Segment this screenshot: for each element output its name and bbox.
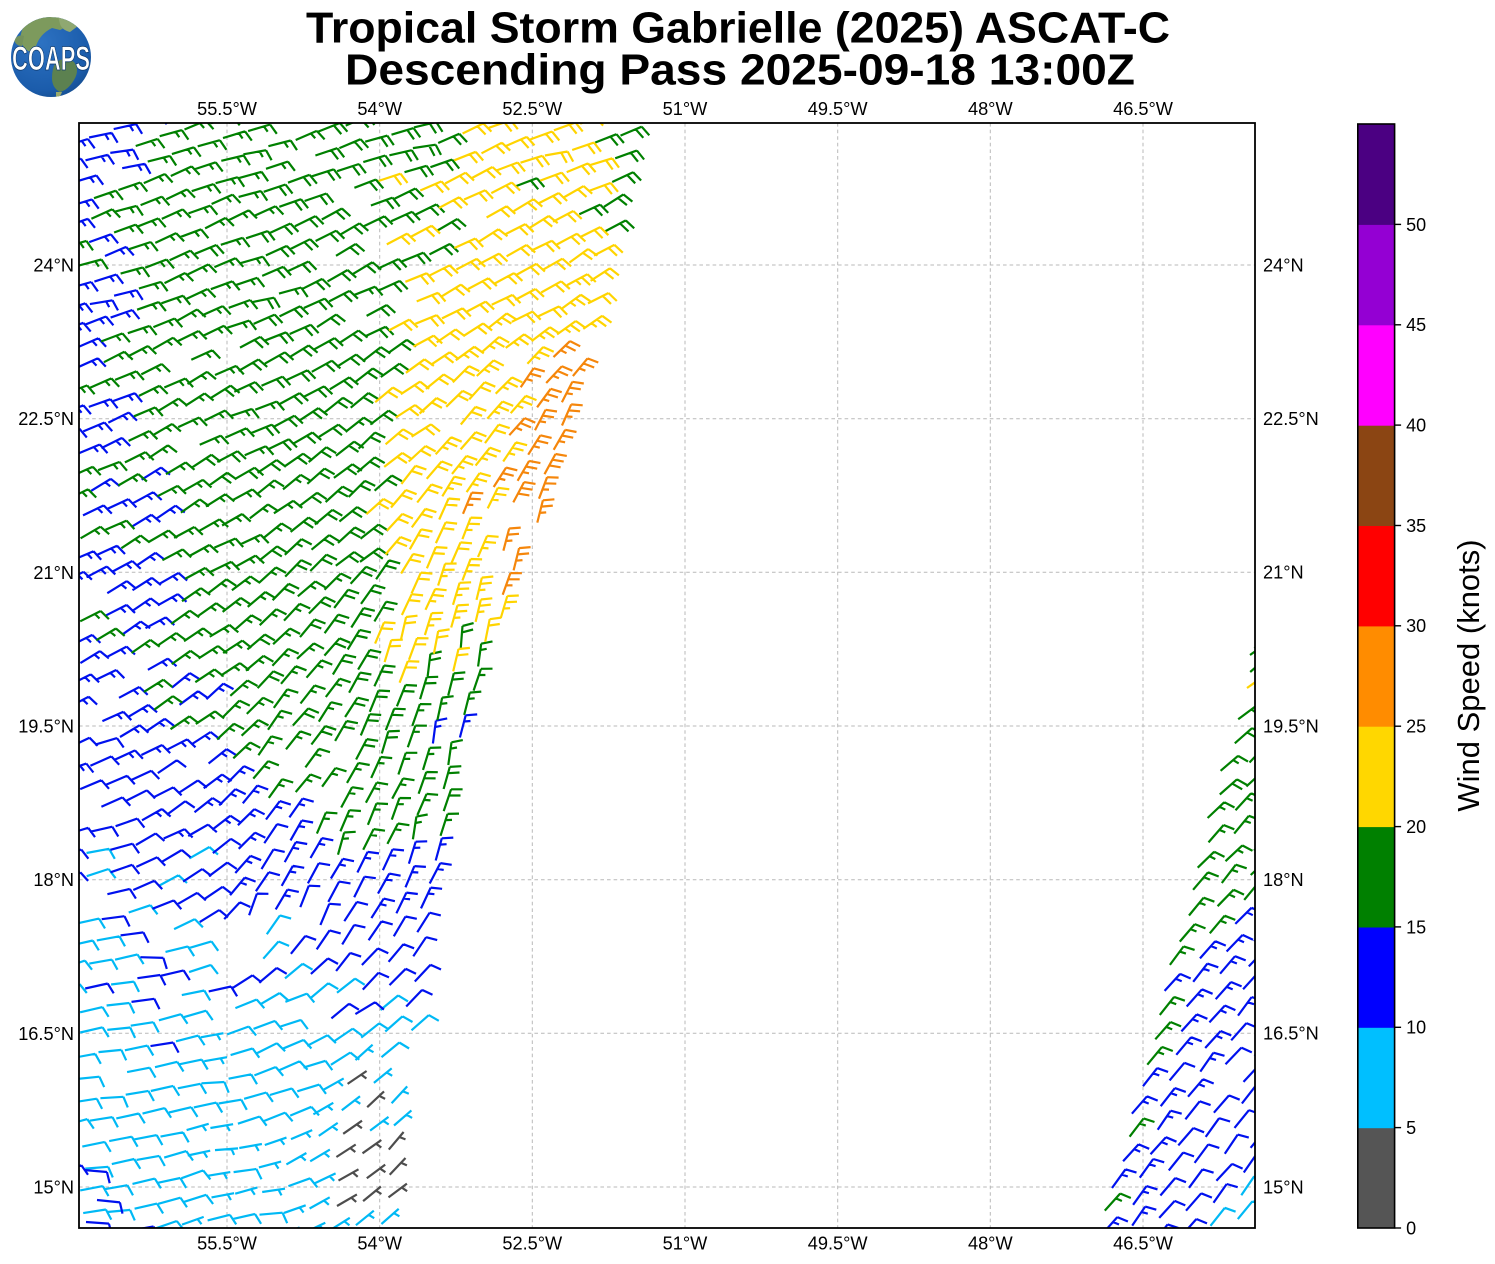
svg-text:45: 45 <box>1406 315 1426 335</box>
svg-text:22.5°N: 22.5°N <box>1263 409 1319 429</box>
svg-text:54°W: 54°W <box>357 1234 403 1254</box>
svg-text:22.5°N: 22.5°N <box>18 409 74 429</box>
svg-text:51°W: 51°W <box>663 1234 709 1254</box>
svg-text:52.5°W: 52.5°W <box>502 1234 563 1254</box>
svg-text:5: 5 <box>1406 1118 1416 1138</box>
svg-text:24°N: 24°N <box>1263 255 1304 275</box>
svg-text:48°W: 48°W <box>968 99 1014 119</box>
svg-text:55.5°W: 55.5°W <box>197 1234 258 1254</box>
svg-text:15°N: 15°N <box>1263 1177 1304 1197</box>
svg-text:19.5°N: 19.5°N <box>18 717 74 737</box>
svg-text:15: 15 <box>1406 917 1426 937</box>
svg-text:15°N: 15°N <box>33 1178 74 1198</box>
svg-text:COAPS: COAPS <box>12 40 90 78</box>
svg-text:54°W: 54°W <box>357 99 403 119</box>
svg-text:49.5°W: 49.5°W <box>808 1234 869 1254</box>
svg-text:18°N: 18°N <box>33 870 74 890</box>
svg-text:55.5°W: 55.5°W <box>197 99 258 119</box>
svg-text:52.5°W: 52.5°W <box>502 99 563 119</box>
svg-text:25: 25 <box>1406 717 1426 737</box>
svg-text:Descending Pass 2025-09-18 13:: Descending Pass 2025-09-18 13:00Z <box>345 46 1135 95</box>
svg-text:0: 0 <box>1406 1218 1416 1238</box>
svg-text:51°W: 51°W <box>663 99 709 119</box>
svg-text:35: 35 <box>1406 516 1426 536</box>
svg-text:10: 10 <box>1406 1018 1426 1038</box>
svg-text:48°W: 48°W <box>968 1234 1014 1254</box>
svg-text:16.5°N: 16.5°N <box>18 1024 74 1044</box>
svg-text:19.5°N: 19.5°N <box>1263 716 1319 736</box>
svg-text:21°N: 21°N <box>33 563 74 583</box>
svg-text:40: 40 <box>1406 416 1426 436</box>
svg-text:20: 20 <box>1406 817 1426 837</box>
svg-text:24°N: 24°N <box>33 256 74 276</box>
svg-text:46.5°W: 46.5°W <box>1113 99 1174 119</box>
svg-text:21°N: 21°N <box>1263 563 1304 583</box>
svg-text:Tropical Storm Gabrielle (2025: Tropical Storm Gabrielle (2025) ASCAT-C <box>306 3 1170 52</box>
svg-text:50: 50 <box>1406 215 1426 235</box>
svg-text:18°N: 18°N <box>1263 870 1304 890</box>
svg-text:49.5°W: 49.5°W <box>808 99 869 119</box>
svg-text:Wind Speed (knots): Wind Speed (knots) <box>1451 539 1486 811</box>
svg-text:46.5°W: 46.5°W <box>1113 1234 1174 1254</box>
svg-text:30: 30 <box>1406 616 1426 636</box>
svg-text:16.5°N: 16.5°N <box>1263 1024 1319 1044</box>
